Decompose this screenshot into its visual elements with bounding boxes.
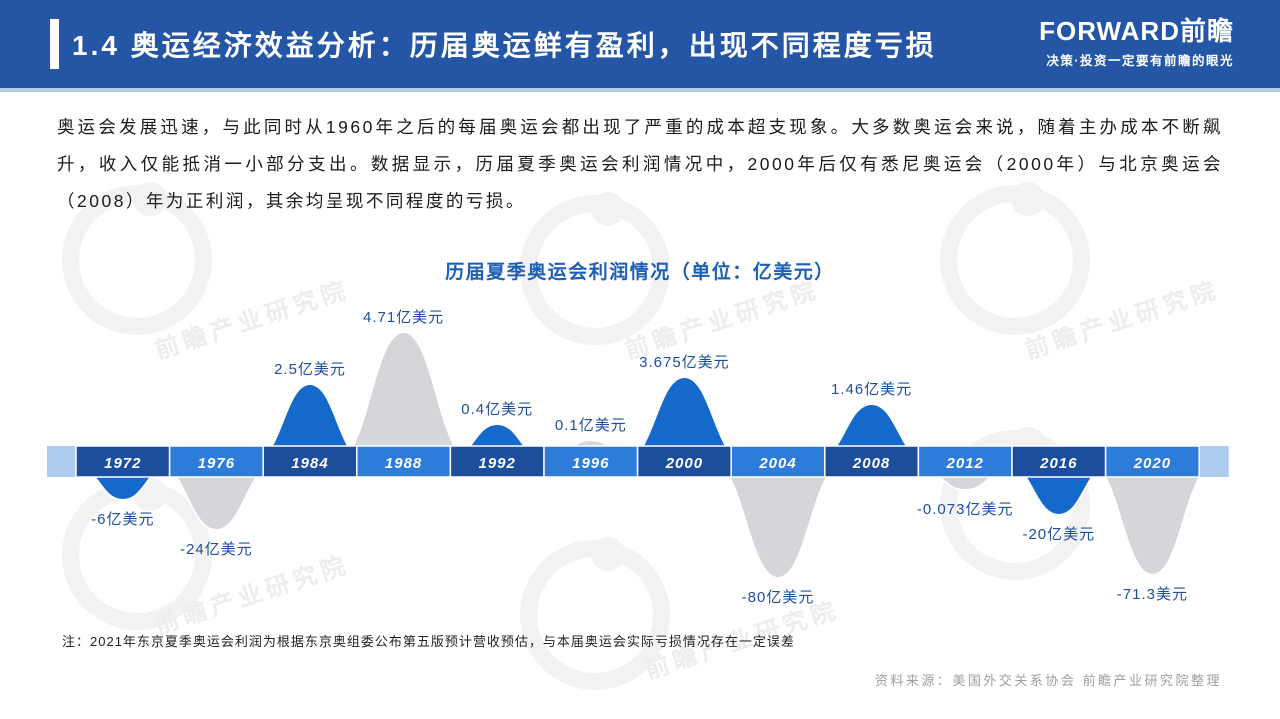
value-label-1988: 4.71亿美元 <box>363 309 444 326</box>
wave-2020 <box>1086 461 1219 577</box>
timeline-cap-left <box>47 446 76 477</box>
footnote: 注：2021年东京夏季奥运会利润为根据东京奥组委公布第五版预计营收预估，与本届奥… <box>62 634 795 649</box>
year-label-2008: 2008 <box>852 455 890 472</box>
value-label-2012: -0.073亿美元 <box>917 501 1014 518</box>
wave-1988 <box>333 330 474 463</box>
value-label-1996: 0.1亿美元 <box>555 417 627 434</box>
chart-title: 历届夏季奥运会利润情况（单位：亿美元） <box>445 262 835 283</box>
timeline-cap-right <box>1199 446 1229 477</box>
value-label-1972: -6亿美元 <box>91 511 154 528</box>
year-label-2016: 2016 <box>1039 455 1077 472</box>
year-label-2000: 2000 <box>665 455 703 472</box>
timeline-segment-2000 <box>636 445 732 478</box>
profit-wave-svg: 1972 1976 1984 1988 1992 1996 2000 2004 2008 2012… <box>47 309 1229 606</box>
year-label-2012: 2012 <box>946 455 984 472</box>
year-label-2004: 2004 <box>758 455 796 472</box>
timeline-segment-1984 <box>262 445 358 478</box>
timeline-layer: 1972 1976 1984 1988 1992 1996 2000 2004 2008 2012… <box>47 445 1229 478</box>
value-label-1984: 2.5亿美元 <box>274 361 346 378</box>
timeline-segment-2012 <box>917 445 1013 478</box>
value-label-1976: -24亿美元 <box>180 541 253 558</box>
title-accent-bar <box>50 19 59 69</box>
year-label-1988: 1988 <box>385 455 422 472</box>
value-label-2016: -20亿美元 <box>1022 526 1095 543</box>
label-layer: -6亿美元 -24亿美元 2.5亿美元 4.71亿美元 0.4亿美元 0.1亿美元 3.67… <box>91 309 1188 606</box>
wave-2004 <box>709 461 847 580</box>
page-title: 1.4 奥运经济效益分析：历届奥运鲜有盈利，出现不同程度亏损 <box>72 30 937 61</box>
year-label-1996: 1996 <box>572 455 609 472</box>
intro-paragraph: 奥运会发展迅速，与此同时从1960年之后的每届奥运会都出现了严重的成本超支现象。… <box>57 117 1223 211</box>
year-label-1984: 1984 <box>291 455 328 472</box>
header-bar: 1.4 奥运经济效益分析：历届奥运鲜有盈利，出现不同程度亏损 FORWARD前瞻… <box>0 0 1280 88</box>
timeline-segment-1988 <box>356 445 452 478</box>
value-label-2008: 1.46亿美元 <box>831 381 912 398</box>
year-label-2020: 2020 <box>1133 455 1171 472</box>
value-label-2004: -80亿美元 <box>742 589 815 606</box>
timeline-segment-1972 <box>75 445 171 478</box>
timeline-segment-1996 <box>543 445 639 478</box>
year-label-1976: 1976 <box>198 455 235 472</box>
profit-wave-chart: 1972 1976 1984 1988 1992 1996 2000 2004 2008 2012… <box>40 295 1240 640</box>
brand-logo-name: FORWARD前瞻 <box>1039 16 1234 46</box>
value-label-1992: 0.4亿美元 <box>461 401 533 418</box>
timeline-segment-2020 <box>1104 445 1200 478</box>
header-divider <box>0 88 1280 92</box>
brand-logo: FORWARD前瞻 决策·投资一定要有前瞻的眼光 <box>1039 16 1234 69</box>
timeline-segment-2008 <box>824 445 920 478</box>
value-label-2000: 3.675亿美元 <box>639 354 730 371</box>
year-label-1972: 1972 <box>104 455 141 472</box>
wave-layer-gray <box>154 330 1219 580</box>
data-source: 资料来源：美国外交关系协会 前瞻产业研究院整理 <box>874 673 1222 688</box>
value-label-2020: -71.3美元 <box>1117 586 1188 603</box>
year-label-1992: 1992 <box>479 455 516 472</box>
brand-logo-tagline: 决策·投资一定要有前瞻的眼光 <box>1046 54 1234 68</box>
